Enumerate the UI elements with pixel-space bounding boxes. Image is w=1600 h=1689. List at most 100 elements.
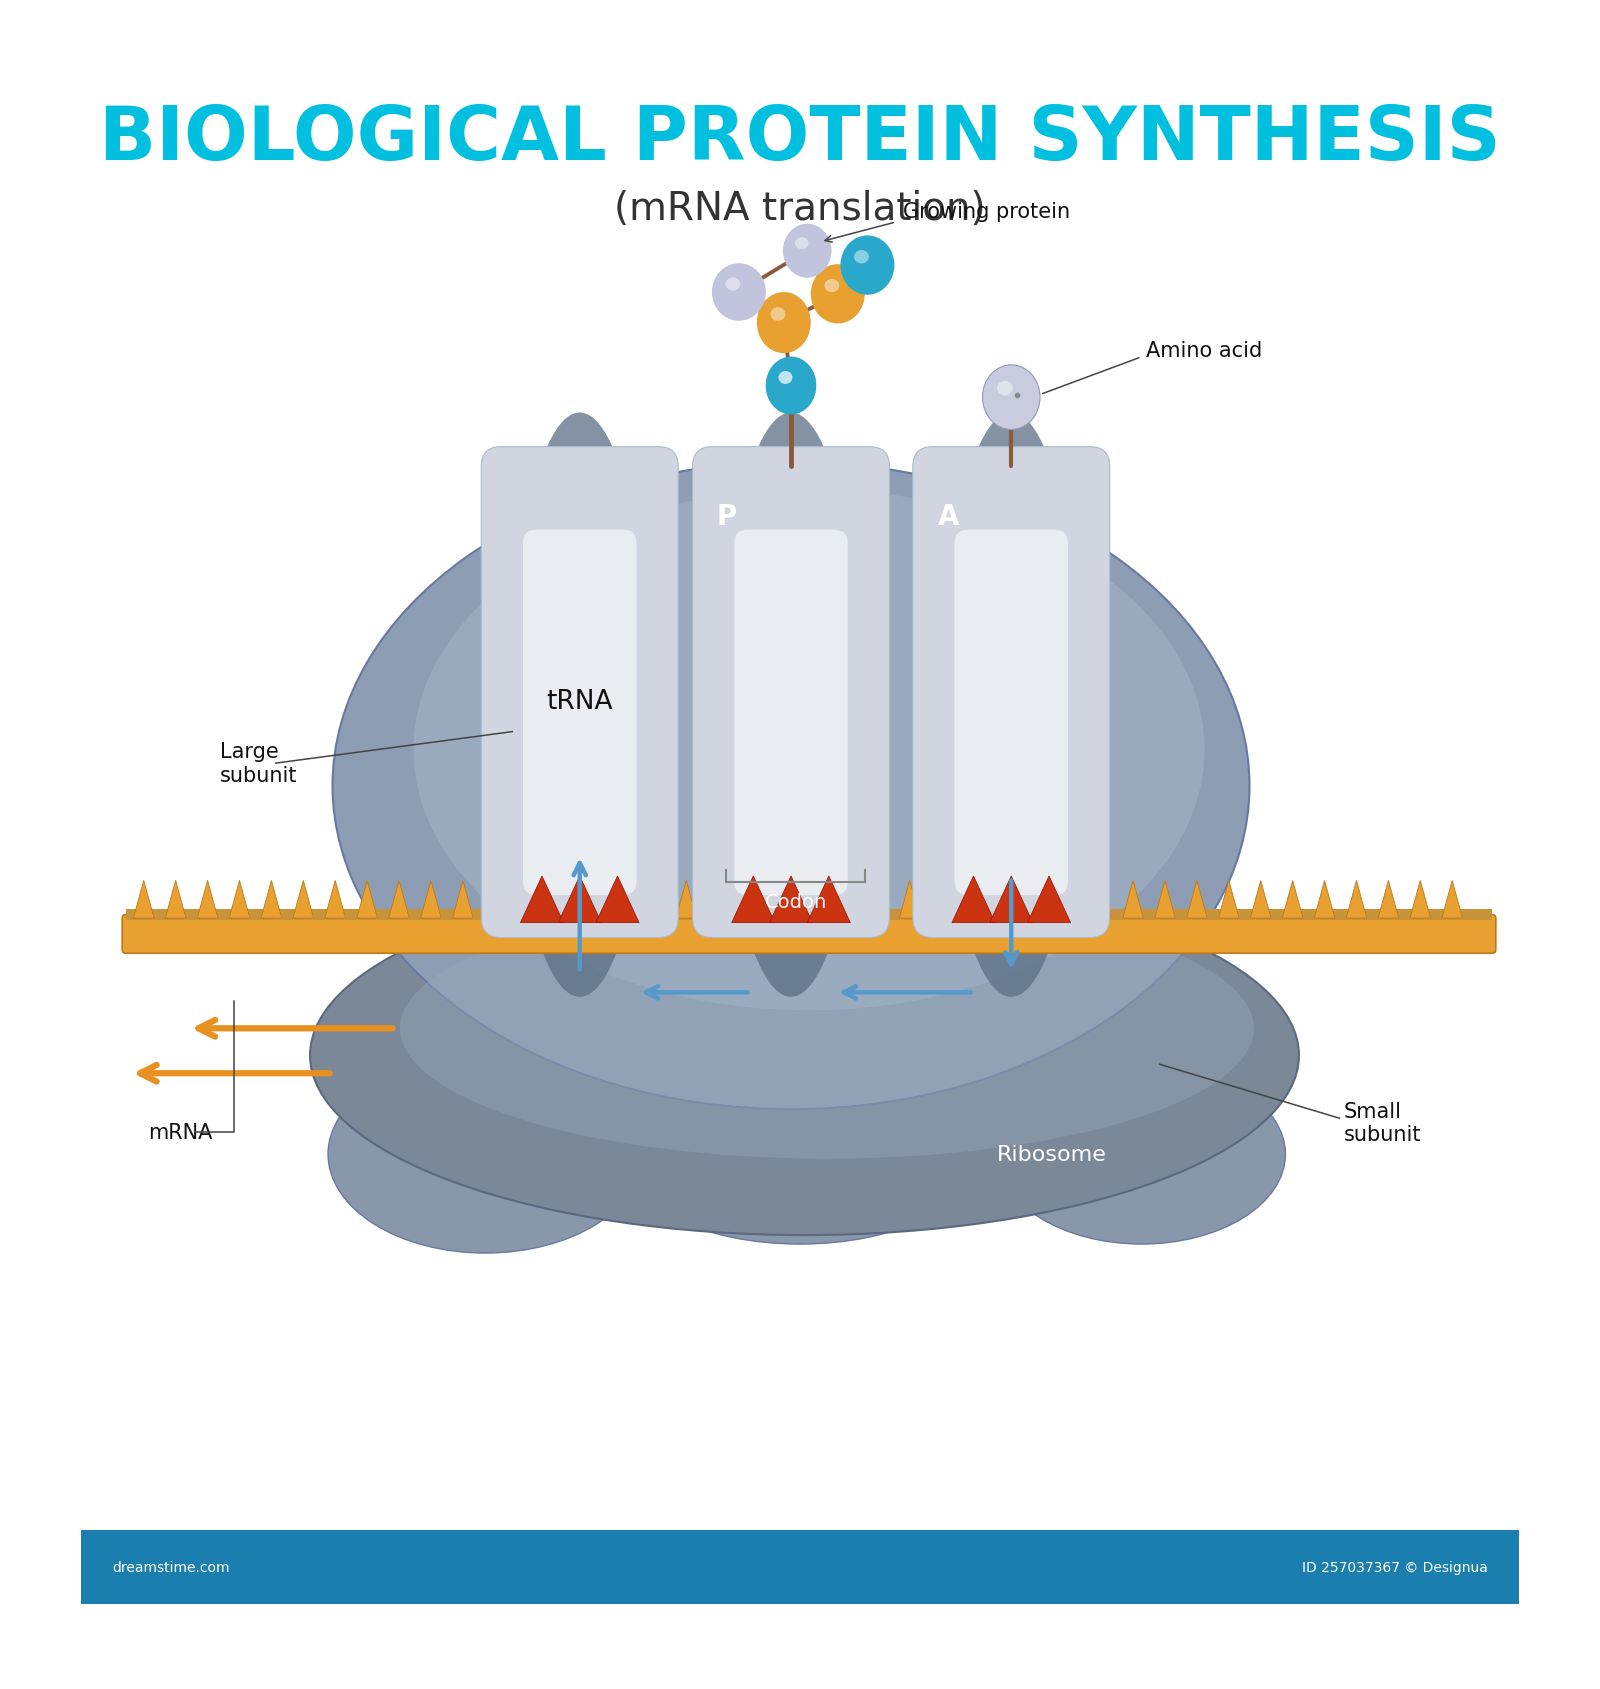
Polygon shape xyxy=(421,882,442,919)
Polygon shape xyxy=(963,882,984,919)
Polygon shape xyxy=(549,882,570,919)
Polygon shape xyxy=(1155,882,1176,919)
Polygon shape xyxy=(595,877,638,924)
Polygon shape xyxy=(803,882,824,919)
Polygon shape xyxy=(581,882,602,919)
Polygon shape xyxy=(1442,882,1462,919)
Polygon shape xyxy=(133,882,154,919)
Polygon shape xyxy=(453,882,474,919)
Polygon shape xyxy=(1059,882,1080,919)
Ellipse shape xyxy=(510,414,650,997)
Polygon shape xyxy=(325,882,346,919)
Polygon shape xyxy=(771,882,792,919)
FancyBboxPatch shape xyxy=(523,530,637,895)
Polygon shape xyxy=(1091,882,1112,919)
Ellipse shape xyxy=(621,1064,979,1245)
Text: dreamstime.com: dreamstime.com xyxy=(112,1561,230,1574)
Polygon shape xyxy=(931,882,952,919)
FancyBboxPatch shape xyxy=(693,448,890,937)
Ellipse shape xyxy=(712,263,766,321)
Polygon shape xyxy=(1123,882,1144,919)
Polygon shape xyxy=(995,882,1016,919)
Ellipse shape xyxy=(998,1064,1285,1245)
Polygon shape xyxy=(520,877,563,924)
Polygon shape xyxy=(952,877,995,924)
Ellipse shape xyxy=(725,279,741,291)
Text: Ribosome: Ribosome xyxy=(997,1145,1107,1164)
Polygon shape xyxy=(1027,882,1048,919)
Ellipse shape xyxy=(782,225,832,279)
Ellipse shape xyxy=(824,280,840,292)
Ellipse shape xyxy=(400,899,1254,1159)
Text: ID 257037367 © Designua: ID 257037367 © Designua xyxy=(1302,1561,1488,1574)
Text: tRNA: tRNA xyxy=(547,689,613,714)
Ellipse shape xyxy=(413,490,1205,1010)
Ellipse shape xyxy=(757,292,811,355)
Text: Amino acid: Amino acid xyxy=(1146,341,1262,360)
Polygon shape xyxy=(229,882,250,919)
Polygon shape xyxy=(1219,882,1238,919)
Ellipse shape xyxy=(997,382,1013,397)
Polygon shape xyxy=(835,882,856,919)
Polygon shape xyxy=(731,877,774,924)
Ellipse shape xyxy=(854,252,869,263)
Ellipse shape xyxy=(941,414,1082,997)
Polygon shape xyxy=(165,882,186,919)
Text: BIOLOGICAL PROTEIN SYNTHESIS: BIOLOGICAL PROTEIN SYNTHESIS xyxy=(99,103,1501,176)
Polygon shape xyxy=(1187,882,1208,919)
Polygon shape xyxy=(1378,882,1398,919)
Ellipse shape xyxy=(722,414,861,997)
Ellipse shape xyxy=(779,372,792,385)
Polygon shape xyxy=(645,882,664,919)
Text: Large
subunit: Large subunit xyxy=(221,741,298,785)
Ellipse shape xyxy=(779,372,792,385)
Polygon shape xyxy=(197,882,218,919)
Polygon shape xyxy=(1027,877,1070,924)
Polygon shape xyxy=(1346,882,1366,919)
Polygon shape xyxy=(707,882,728,919)
Ellipse shape xyxy=(982,365,1040,431)
Polygon shape xyxy=(261,882,282,919)
Polygon shape xyxy=(675,882,696,919)
Ellipse shape xyxy=(795,238,808,250)
Polygon shape xyxy=(770,877,813,924)
Text: Codon: Codon xyxy=(765,892,827,912)
Polygon shape xyxy=(806,877,850,924)
Polygon shape xyxy=(485,882,506,919)
Polygon shape xyxy=(357,882,378,919)
Polygon shape xyxy=(899,882,920,919)
Polygon shape xyxy=(558,877,602,924)
FancyBboxPatch shape xyxy=(122,915,1496,954)
Ellipse shape xyxy=(766,358,816,415)
Ellipse shape xyxy=(771,307,786,321)
Polygon shape xyxy=(389,882,410,919)
Polygon shape xyxy=(613,882,632,919)
Text: Small
subunit: Small subunit xyxy=(1344,1101,1421,1145)
Polygon shape xyxy=(517,882,538,919)
Bar xyxy=(82,1530,1518,1603)
Text: Growing protein: Growing protein xyxy=(904,203,1070,221)
Ellipse shape xyxy=(310,877,1299,1235)
Polygon shape xyxy=(1410,882,1430,919)
FancyBboxPatch shape xyxy=(914,448,1110,937)
Bar xyxy=(126,910,1493,921)
Text: P: P xyxy=(717,503,736,530)
Ellipse shape xyxy=(766,358,816,415)
Polygon shape xyxy=(739,882,760,919)
Polygon shape xyxy=(1282,882,1302,919)
Ellipse shape xyxy=(840,236,894,296)
Ellipse shape xyxy=(811,265,864,324)
Polygon shape xyxy=(867,882,888,919)
Text: A: A xyxy=(938,503,958,530)
Ellipse shape xyxy=(333,463,1250,1110)
Ellipse shape xyxy=(328,1056,643,1253)
Text: (mRNA translation): (mRNA translation) xyxy=(614,191,986,228)
Polygon shape xyxy=(1250,882,1270,919)
Polygon shape xyxy=(1314,882,1334,919)
Polygon shape xyxy=(990,877,1034,924)
FancyBboxPatch shape xyxy=(482,448,678,937)
Text: mRNA: mRNA xyxy=(149,1121,213,1142)
FancyBboxPatch shape xyxy=(734,530,848,895)
FancyBboxPatch shape xyxy=(955,530,1069,895)
Polygon shape xyxy=(293,882,314,919)
